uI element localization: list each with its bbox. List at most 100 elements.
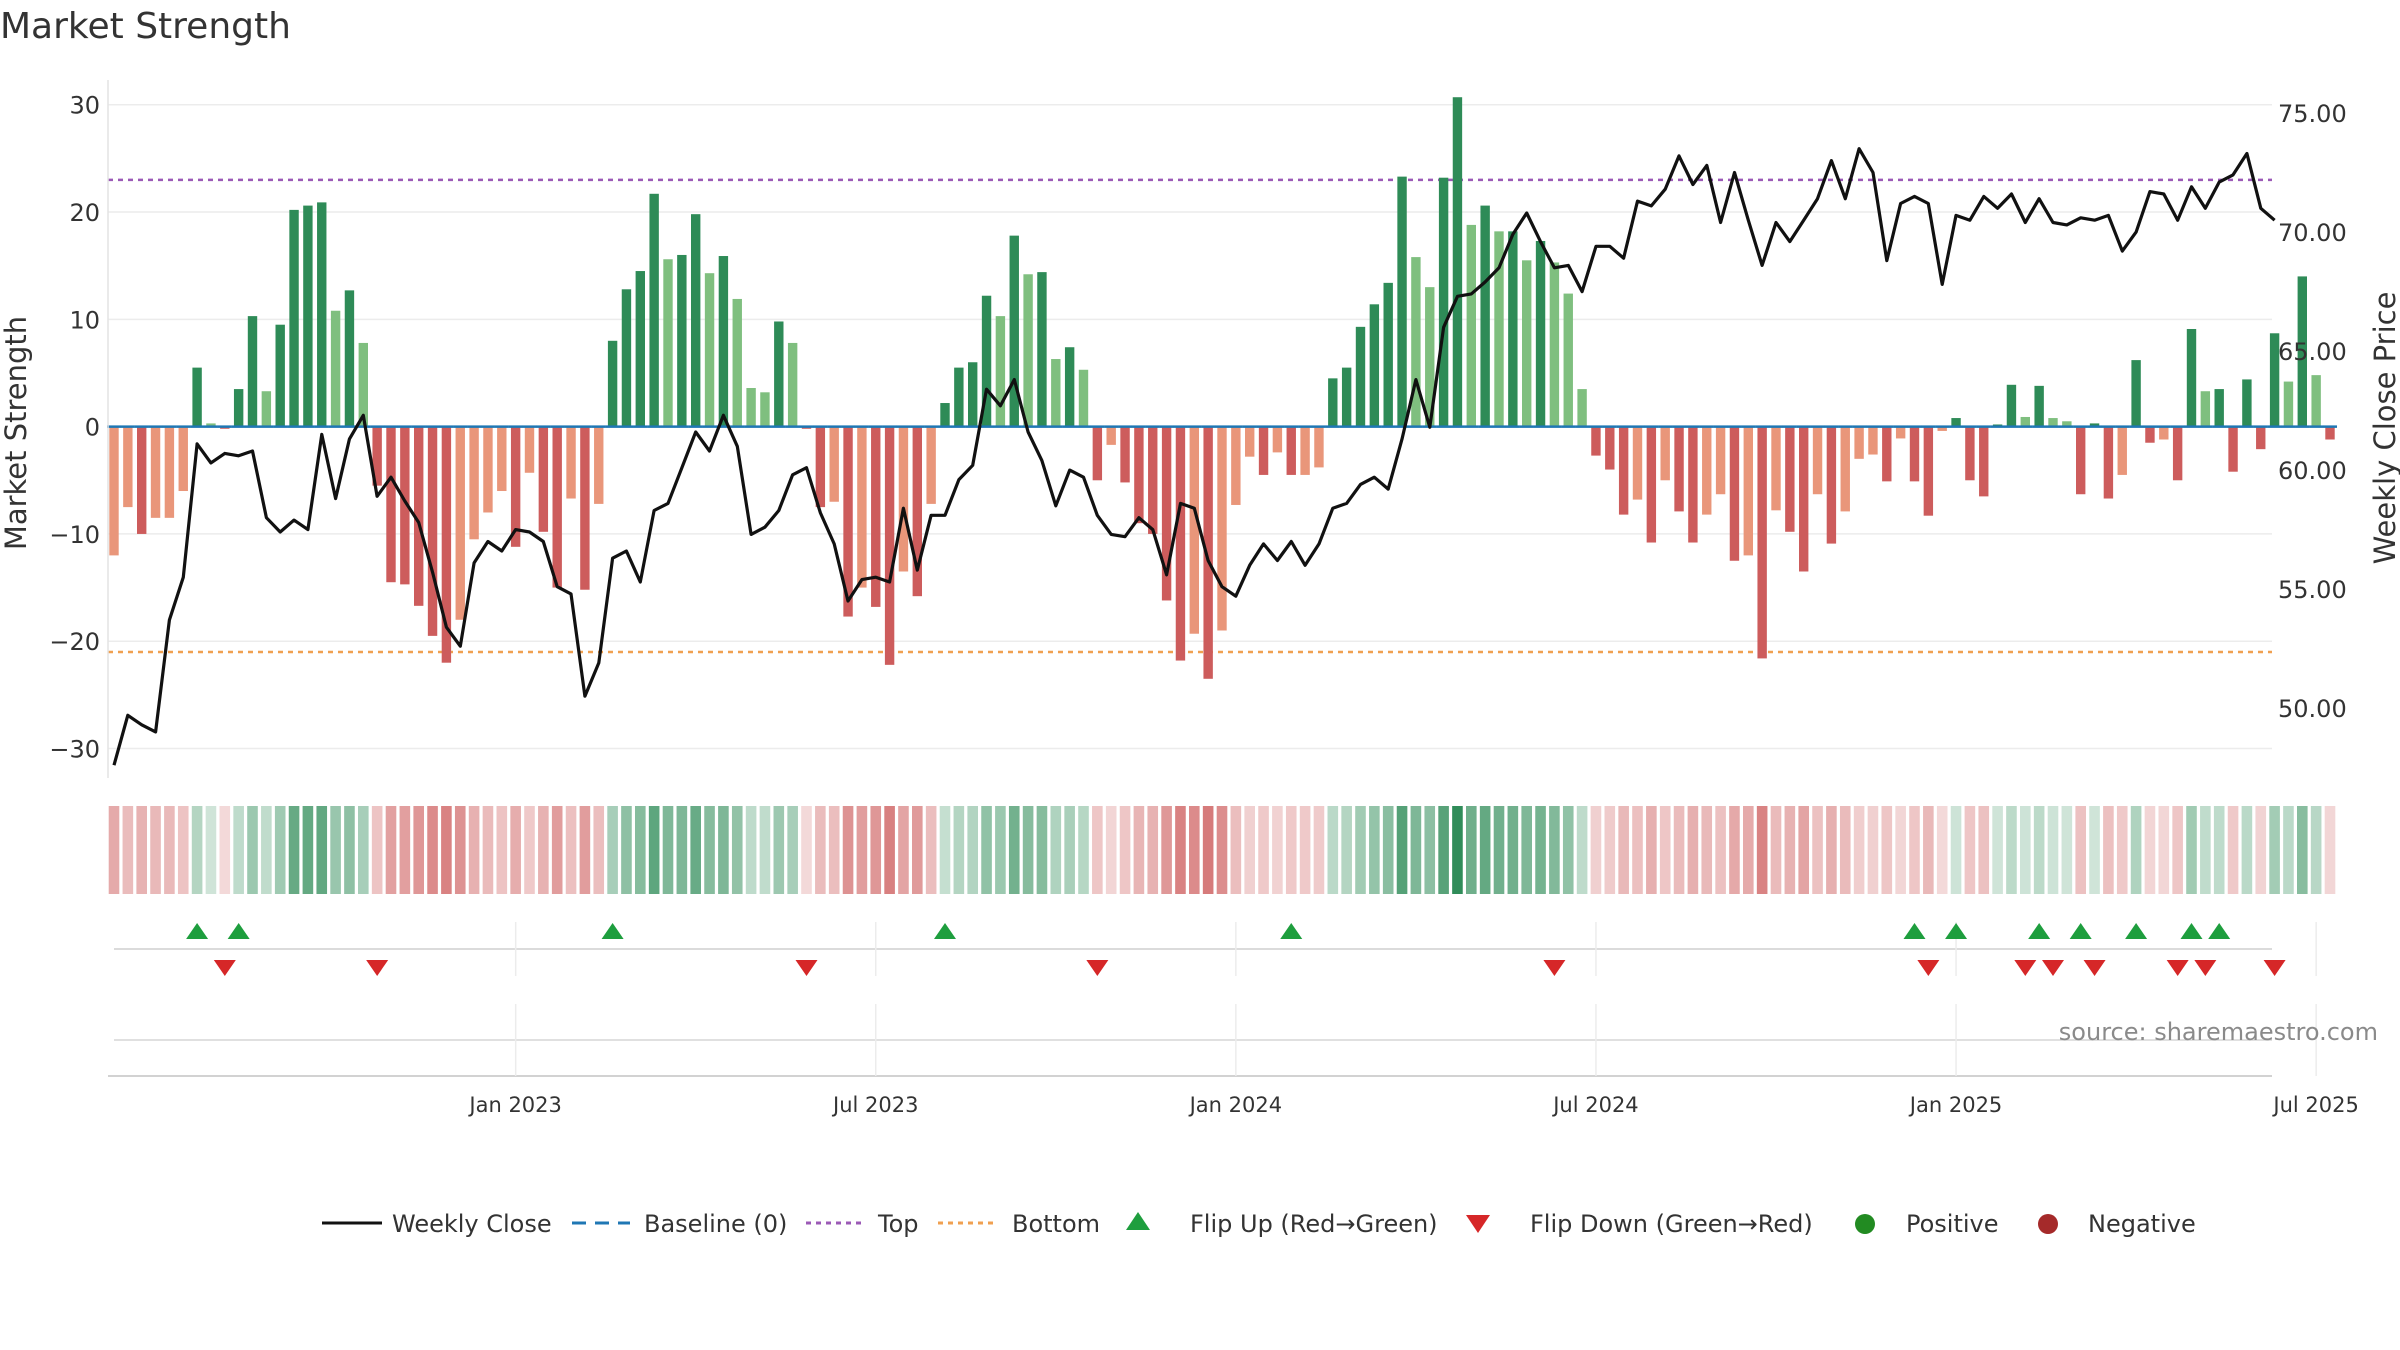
flip-up-marker [934,923,956,939]
flip-up-marker [2208,923,2231,939]
strength-bar [663,259,673,427]
strength-bar [1411,257,1421,427]
heat-cell [1784,806,1796,894]
legend-weekly-close: Weekly Close [392,1210,552,1238]
strength-bar [760,392,770,427]
heat-cell [1715,806,1726,894]
heat-cell [870,806,882,894]
strength-bar [2200,391,2211,427]
left-tick-label: −20 [49,628,100,656]
strength-bar [1965,426,1975,481]
heat-cell [662,806,674,894]
strength-bar [1535,241,1546,427]
strength-bar [926,426,936,504]
strength-bar [1397,176,1407,427]
flip-up-marker [186,923,209,939]
strength-bar [192,367,202,427]
heat-cell [247,806,258,894]
heat-cell [1756,806,1768,894]
heat-cell [371,806,383,894]
heat-cell [1396,806,1408,894]
strength-bar [1064,347,1075,427]
heat-cell [1770,806,1782,894]
heat-cell [1826,806,1837,894]
heat-cell [2324,806,2336,894]
heat-cell [302,806,314,894]
strength-bar [1909,426,1920,482]
strength-bar [1203,426,1213,679]
strength-bar [1799,426,1809,572]
strength-bar [178,426,188,492]
strength-bar [1937,426,1947,431]
strength-bar [386,426,396,583]
heat-cell [1050,806,1062,894]
heat-cell [1909,806,1920,894]
heat-cell [593,806,605,894]
heat-cell [1549,806,1560,894]
heat-cell [2103,806,2114,894]
legend-flip-up: Flip Up (Red→Green) [1190,1210,1438,1238]
heat-cell [1133,806,1145,894]
left-axis-label: Market Strength [0,316,33,550]
heat-cell [1992,806,2003,894]
heat-cell [565,806,577,894]
heat-cell [2089,806,2100,894]
strength-bar [2145,426,2155,443]
heat-cell [1812,806,1823,894]
strength-bar [2256,426,2266,450]
strength-bar [940,403,950,427]
strength-bar [843,426,853,617]
heat-cell [399,806,411,894]
heat-cell [1424,806,1436,894]
x-tick-label: Jul 2024 [1551,1093,1638,1117]
strength-bar [954,367,964,427]
strength-bar [1771,426,1781,511]
heat-cell [2061,806,2073,894]
heat-cell [842,806,854,894]
strength-bar [704,273,715,427]
chart-title: Market Strength [0,6,291,47]
heat-cell [2269,806,2280,894]
strength-bar [566,426,576,499]
left-tick-label: −10 [49,521,100,549]
strength-bar [2269,333,2280,427]
strength-bar [815,426,826,508]
heat-cell [1036,806,1048,894]
heat-cell [912,806,923,894]
strength-bar [1688,426,1698,543]
heat-cell [1798,806,1809,894]
strength-bar [1632,426,1643,500]
flip-down-marker [366,960,389,976]
heat-cell [108,806,120,894]
heat-cell [1646,806,1657,894]
heat-cell [1299,806,1311,894]
heat-cell [2241,806,2253,894]
strength-bar [1037,272,1047,427]
heat-cell [1493,806,1505,894]
strength-bar [344,290,355,427]
heat-cell [1285,806,1297,894]
strength-bar [1840,426,1850,512]
heat-cell [1466,806,1477,894]
heat-cell [177,806,189,894]
strength-bar [1591,426,1601,456]
strength-bar [317,202,327,427]
strength-bar [1148,426,1158,534]
flip-up-marker [2069,923,2092,939]
strength-bar [1480,205,1490,427]
strength-bar [441,426,452,663]
strength-bar [746,388,756,427]
flip-down-marker [2042,960,2064,976]
heat-cell [1576,806,1588,894]
heat-cell [358,806,369,894]
strength-bar [1729,426,1740,561]
heat-cell [2186,806,2197,894]
heat-cell [1659,806,1671,894]
strength-bar [1674,426,1684,512]
heat-cell [2213,806,2225,894]
strength-bar [1563,293,1573,427]
strength-bar [2297,276,2307,427]
strength-bar [1341,367,1352,427]
heat-cell [2006,806,2017,894]
